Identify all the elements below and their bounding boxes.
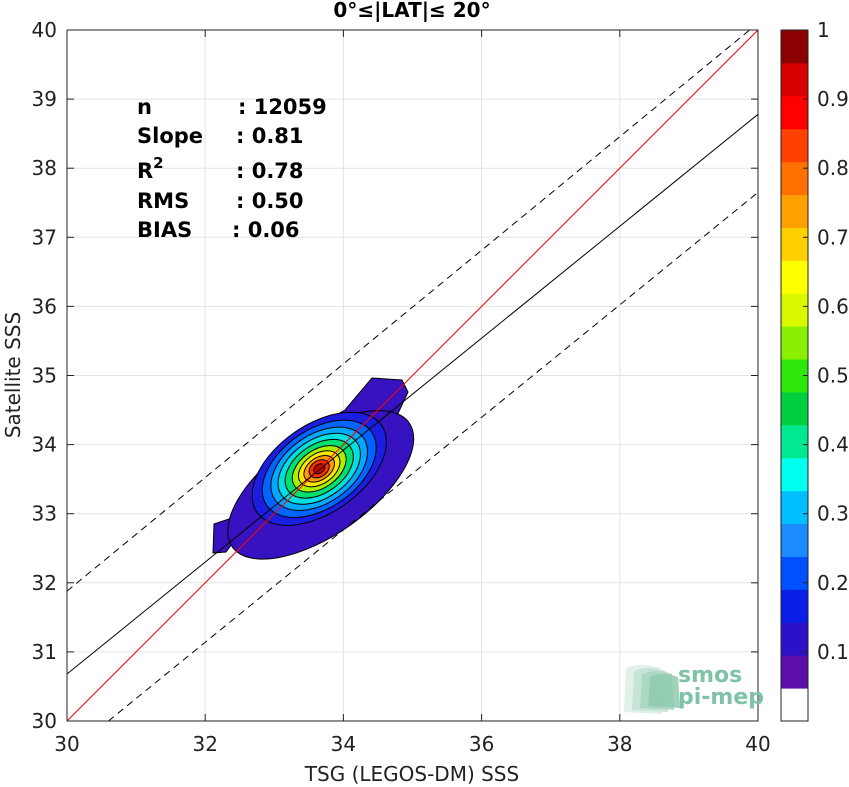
- upper-bound-line: [67, 30, 751, 592]
- stat-label: BIAS: [137, 218, 192, 242]
- y-tick-label: 33: [32, 502, 57, 526]
- y-tick-label: 40: [32, 18, 57, 42]
- colorbar-segment: [781, 95, 808, 130]
- stat-label-sup: 2: [153, 154, 163, 172]
- stat-value: : 0.06: [232, 218, 300, 242]
- y-tick-label: 32: [32, 571, 57, 595]
- y-tick-label: 39: [32, 87, 57, 111]
- colorbar-segment: [781, 523, 808, 557]
- colorbar-segment: [781, 326, 808, 360]
- stat-label: Slope: [137, 124, 203, 148]
- reference-lines: [67, 30, 758, 721]
- stats-box: n : 12059 Slope : 0.81 R2 : 0.78 RMS : 0.50 BIAS…: [137, 95, 327, 242]
- colorbar-segment: [781, 128, 808, 163]
- colorbar-segment: [781, 293, 808, 327]
- colorbar-segment: [781, 589, 808, 623]
- x-tick-label: 30: [54, 732, 79, 756]
- colorbar-segment: [781, 194, 808, 228]
- colorbar-tick-label: 0.1: [817, 640, 849, 664]
- colorbar-tick-label: 1: [817, 18, 830, 42]
- y-tick-label: 34: [32, 433, 57, 457]
- stat-label: n: [137, 95, 152, 119]
- stat-value: : 0.50: [236, 189, 304, 213]
- colorbar-segment: [781, 457, 808, 492]
- x-tick-label: 34: [331, 732, 356, 756]
- x-tick-label: 36: [469, 732, 494, 756]
- stat-value: : 12059: [238, 95, 327, 119]
- stat-label: RMS: [137, 189, 189, 213]
- chart-title: 0°≤|LAT|≤ 20°: [333, 0, 490, 22]
- y-tick-label: 36: [32, 294, 57, 318]
- colorbar-segment: [781, 391, 808, 426]
- colorbar-tick-label: 0.2: [817, 571, 849, 595]
- y-axis-label: Satellite SSS: [1, 312, 25, 438]
- x-tick-label: 32: [192, 732, 217, 756]
- logo-wave-icon: [648, 674, 680, 708]
- logo-text-pimep: pi-mep: [678, 685, 764, 710]
- colorbar-segment: [781, 688, 808, 722]
- y-tick-label: 31: [32, 640, 57, 664]
- colorbar-segment: [781, 424, 808, 459]
- colorbar-segment: [781, 622, 808, 656]
- colorbar-tick-label: 0.7: [817, 225, 849, 249]
- y-tick-label: 35: [32, 364, 57, 388]
- colorbar-segment: [781, 260, 808, 294]
- density-contours: [212, 377, 415, 560]
- y-tick-label: 30: [32, 709, 57, 733]
- colorbar-segment: [781, 30, 808, 64]
- stat-value: : 0.78: [236, 159, 304, 183]
- y-tick-label: 37: [32, 225, 57, 249]
- colorbar-tick-label: 0.6: [817, 294, 849, 318]
- fit-line: [67, 113, 758, 675]
- lower-bound-line: [108, 191, 758, 721]
- logo-text-smos: smos: [678, 663, 742, 688]
- y-tick-label: 38: [32, 156, 57, 180]
- colorbar-tick-label: 0.5: [817, 364, 849, 388]
- colorbar-tick-label: 0.8: [817, 156, 849, 180]
- stat-value: : 0.81: [236, 124, 304, 148]
- x-tick-label: 38: [607, 732, 632, 756]
- colorbar-segment: [781, 655, 808, 689]
- colorbar-tick-label: 0.9: [817, 87, 849, 111]
- colorbar-segment: [781, 556, 808, 590]
- colorbar-segment: [781, 161, 808, 196]
- x-ticks: 30 32 34 36 38 40: [54, 30, 771, 756]
- stat-label: R2: [137, 154, 164, 183]
- y-ticks: 30 31 32 33 34 35 36 37 38 39 40: [32, 18, 758, 733]
- colorbar-tick-label: 0.4: [817, 433, 849, 457]
- colorbar-tick-label: 0.3: [817, 502, 849, 526]
- x-axis-label: TSG (LEGOS-DM) SSS: [304, 762, 519, 786]
- colorbar-segment: [781, 62, 808, 97]
- identity-line: [67, 30, 758, 721]
- colorbar-segment: [781, 490, 808, 525]
- x-tick-label: 40: [745, 732, 770, 756]
- colorbar-segment: [781, 227, 808, 261]
- colorbar: 0.1 0.2 0.3 0.4 0.5 0.6 0.7 0.8 0.9 1: [780, 18, 849, 722]
